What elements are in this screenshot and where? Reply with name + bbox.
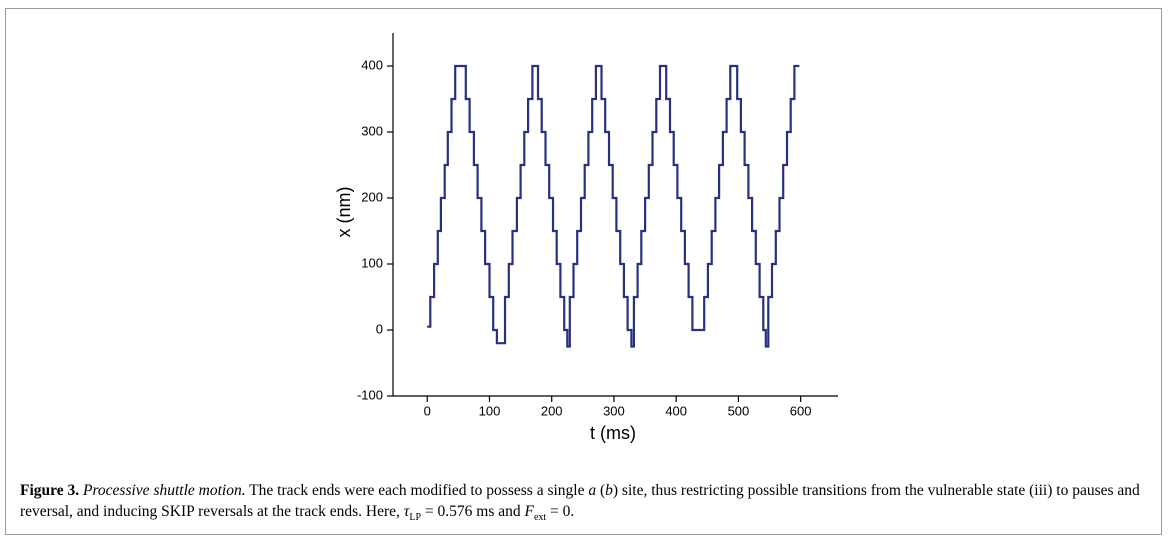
figure-frame xyxy=(5,8,1162,535)
caption-title: Processive shuttle motion. xyxy=(83,482,246,499)
caption-text: The track ends were each modified to pos… xyxy=(245,482,589,499)
caption-text: = 0.576 ms and xyxy=(421,503,525,520)
x-tick-label: 200 xyxy=(541,403,563,418)
x-tick-label: 300 xyxy=(603,403,625,418)
y-tick-label: 100 xyxy=(361,255,383,270)
x-tick-label: 500 xyxy=(728,403,750,418)
caption-text: ( xyxy=(596,482,606,499)
caption-label: Figure 3. xyxy=(20,482,80,499)
y-axis-label: x (nm) xyxy=(334,187,354,238)
caption-text: a xyxy=(588,482,597,499)
y-tick-label: 0 xyxy=(376,321,383,336)
caption-text: ext xyxy=(533,512,547,524)
y-tick-label: -100 xyxy=(357,387,383,402)
caption-text: ) site, thus restricting possible transi… xyxy=(20,482,1140,520)
x-tick-label: 100 xyxy=(479,403,501,418)
x-tick-label: 0 xyxy=(424,403,431,418)
x-axis-label: t (ms) xyxy=(590,423,636,443)
caption-text: = 0. xyxy=(546,503,575,520)
y-tick-label: 200 xyxy=(361,189,383,204)
caption-text: τ xyxy=(403,503,410,520)
x-tick-label: 600 xyxy=(790,403,812,418)
caption-text: F xyxy=(524,503,534,520)
caption: Figure 3. Processive shuttle motion. The… xyxy=(20,480,1150,528)
y-tick-label: 300 xyxy=(361,123,383,138)
x-tick-label: 400 xyxy=(665,403,687,418)
y-tick-label: 400 xyxy=(361,57,383,72)
caption-text: b xyxy=(605,482,613,499)
caption-text: LP xyxy=(409,512,422,524)
data-line xyxy=(427,64,800,348)
